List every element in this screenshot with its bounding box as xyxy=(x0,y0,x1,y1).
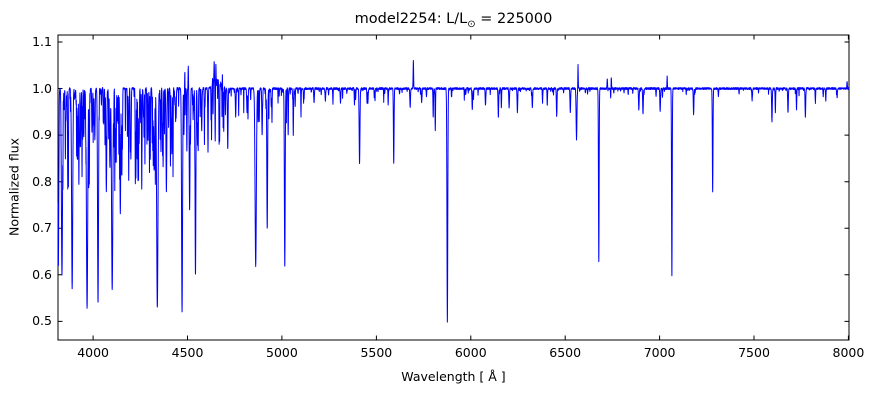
x-tick-label: 5000 xyxy=(266,345,298,360)
x-tick-label: 4000 xyxy=(77,345,110,360)
x-axis-label: Wavelength [ Å ] xyxy=(401,369,506,384)
x-tick-label: 5500 xyxy=(360,345,393,360)
x-tick-label: 7500 xyxy=(738,345,770,360)
axes-frame xyxy=(57,34,850,341)
x-tick-label: 4500 xyxy=(171,345,204,360)
x-tick-label: 6500 xyxy=(549,345,582,360)
y-tick-label: 0.7 xyxy=(32,220,52,236)
x-tick-label: 6000 xyxy=(454,345,487,360)
spectrum-line xyxy=(57,59,850,323)
x-tick-label: 7000 xyxy=(643,345,676,360)
sun-symbol: ⊙ xyxy=(467,18,476,30)
x-tick-label: 8000 xyxy=(832,345,865,360)
y-tick-label: 0.6 xyxy=(32,266,52,282)
y-tick-label: 0.8 xyxy=(32,173,52,189)
y-tick-label: 0.5 xyxy=(32,313,52,329)
y-tick-label: 0.9 xyxy=(32,127,52,143)
y-tick-label: 1.1 xyxy=(32,33,52,49)
chart-title-prefix: model2254: L/L xyxy=(354,11,468,27)
y-tick-label: 1.0 xyxy=(32,80,52,96)
chart-title-suffix: = 225000 xyxy=(475,11,553,27)
chart-title: model2254: L/L⊙ = 225000 xyxy=(58,11,849,30)
